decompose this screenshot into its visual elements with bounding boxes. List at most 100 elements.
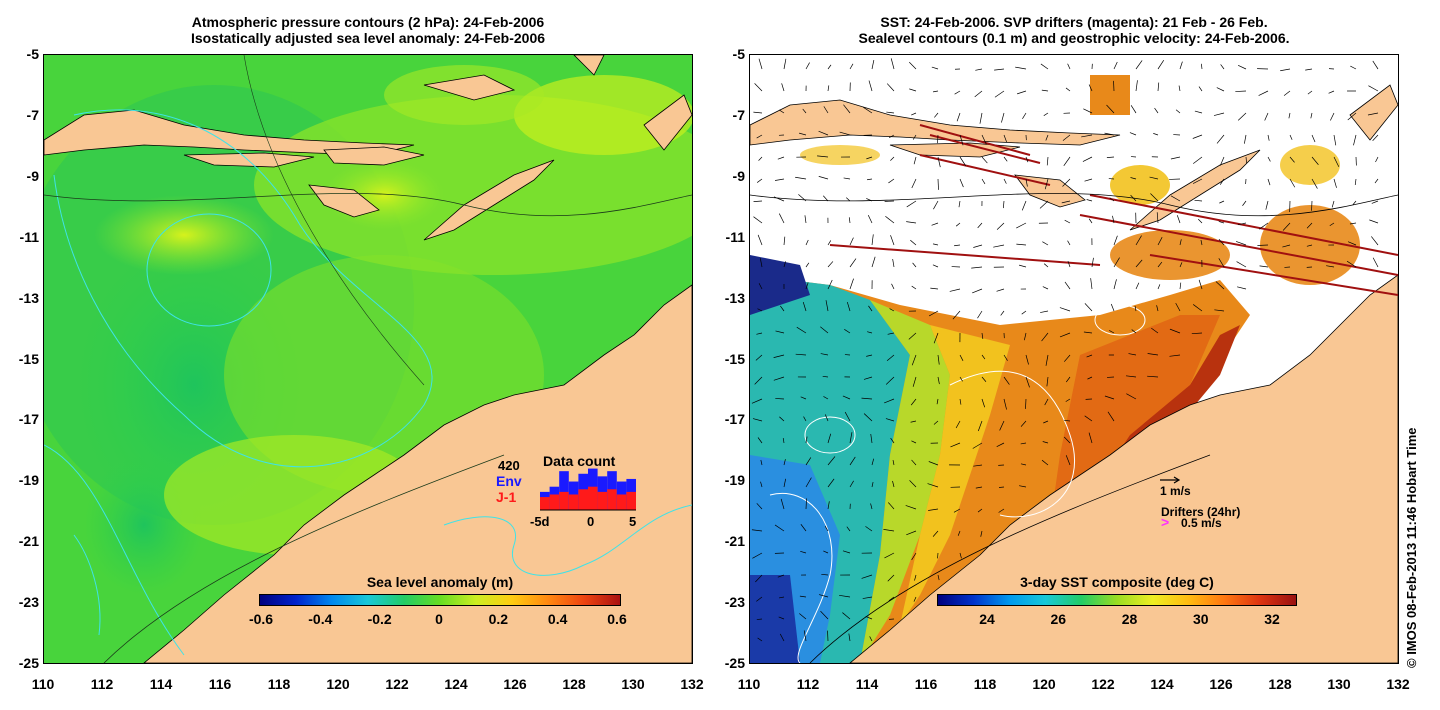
sst-colorbar-tick-2: 28	[1121, 611, 1138, 627]
velocity-arrow	[849, 432, 853, 444]
velocity-arrow	[827, 456, 836, 466]
left-xtick-11: 132	[680, 676, 704, 692]
velocity-arrow	[930, 287, 939, 290]
velocity-arrow	[1086, 354, 1093, 358]
velocity-arrow	[800, 550, 807, 554]
velocity-arrow	[1374, 178, 1379, 184]
velocity-arrow	[1375, 156, 1379, 163]
j1-bar	[597, 491, 608, 510]
velocity-arrow	[1369, 219, 1379, 224]
sst-colorbar	[937, 594, 1297, 606]
velocity-arrow	[1003, 134, 1007, 143]
velocity-arrow	[780, 305, 785, 312]
velocity-arrow	[890, 156, 895, 161]
velocity-arrow	[1045, 134, 1049, 141]
velocity-arrow	[861, 574, 873, 579]
velocity-arrow	[1083, 331, 1093, 334]
velocity-arrow	[909, 88, 917, 92]
left-xtick-7: 124	[444, 676, 468, 692]
velocity-arrow	[849, 456, 856, 466]
data-count-title: Data count	[543, 453, 616, 469]
velocity-arrow	[1135, 259, 1143, 268]
velocity-arrow	[889, 308, 895, 312]
velocity-arrow	[1020, 420, 1027, 427]
velocity-arrow	[910, 420, 917, 423]
velocity-arrow	[805, 239, 809, 246]
velocity-arrow	[883, 529, 895, 532]
velocity-arrow	[1003, 200, 1005, 209]
j1-bar	[540, 497, 550, 510]
velocity-arrow	[782, 438, 785, 444]
velocity-arrow	[954, 90, 961, 95]
velocity-arrow	[911, 285, 917, 290]
velocity-arrow	[753, 111, 763, 114]
velocity-arrow	[994, 90, 1005, 98]
velocity-arrow	[1245, 156, 1247, 164]
velocity-arrow	[1280, 68, 1291, 72]
j1-bar	[626, 491, 636, 510]
velocity-arrow	[959, 178, 964, 188]
velocity-arrow	[1194, 199, 1203, 202]
velocity-arrow	[849, 258, 857, 268]
velocity-arrow	[1084, 303, 1093, 312]
velocity-arrow	[1198, 279, 1203, 290]
velocity-arrow	[886, 83, 895, 92]
velocity-arrow	[795, 353, 807, 356]
velocity-arrow	[779, 633, 785, 642]
left-ytick-9: -23	[18, 594, 39, 611]
velocity-arrow	[871, 234, 874, 246]
j1-bar	[616, 494, 627, 510]
velocity-arrow	[1350, 65, 1357, 70]
velocity-arrow	[817, 155, 829, 158]
velocity-arrow	[884, 552, 895, 559]
velocity-arrow	[1305, 68, 1313, 71]
velocity-arrow	[804, 215, 807, 224]
velocity-arrow	[932, 264, 939, 268]
velocity-arrow	[1041, 459, 1049, 466]
velocity-arrow	[972, 442, 983, 449]
velocity-arrow	[843, 104, 851, 114]
sst-map[interactable]	[749, 54, 1399, 664]
velocity-arrow	[1128, 353, 1137, 356]
velocity-arrow	[911, 440, 917, 444]
velocity-arrow	[959, 354, 964, 361]
j1-bar	[578, 489, 588, 510]
velocity-arrow	[1147, 375, 1159, 378]
drifter-scale-label: 0.5 m/s	[1181, 516, 1222, 530]
velocity-arrow	[906, 530, 917, 536]
velocity-arrow	[1084, 415, 1093, 422]
velocity-arrow	[827, 261, 834, 268]
velocity-arrow	[867, 214, 873, 224]
sst-colorbar-label: 3-day SST composite (deg C)	[1020, 574, 1214, 590]
velocity-arrow	[954, 244, 961, 247]
velocity-arrow	[779, 416, 785, 422]
velocity-arrow	[846, 526, 851, 532]
j1-bar	[588, 486, 598, 510]
velocity-arrow	[911, 552, 917, 561]
velocity-arrow	[936, 398, 939, 405]
velocity-arrow	[799, 613, 807, 620]
velocity-arrow	[844, 329, 851, 334]
sea-level-anomaly-map[interactable]	[43, 54, 693, 664]
velocity-arrow	[1333, 178, 1337, 188]
velocity-arrow	[1371, 200, 1379, 204]
velocity-arrow	[1157, 261, 1163, 268]
velocity-arrow	[1065, 398, 1071, 402]
velocity-arrow	[937, 354, 940, 365]
left-xtick-0: 110	[31, 676, 55, 692]
velocity-arrow	[912, 134, 917, 140]
velocity-arrow	[1001, 112, 1005, 123]
velocity-arrow	[1106, 156, 1115, 158]
left-ytick-7: -19	[18, 472, 39, 489]
j1-bar	[549, 494, 560, 510]
velocity-arrow	[1064, 354, 1071, 362]
right-xtick-10: 130	[1327, 676, 1351, 692]
velocity-arrow	[1104, 395, 1115, 400]
velocity-arrow	[1236, 241, 1247, 246]
velocity-arrow	[1154, 107, 1159, 114]
velocity-arrow	[818, 176, 829, 180]
velocity-arrow	[805, 62, 810, 70]
drifter-marker-icon: >	[1161, 514, 1170, 530]
right-xtick-11: 132	[1386, 676, 1410, 692]
velocity-arrow	[863, 106, 873, 114]
